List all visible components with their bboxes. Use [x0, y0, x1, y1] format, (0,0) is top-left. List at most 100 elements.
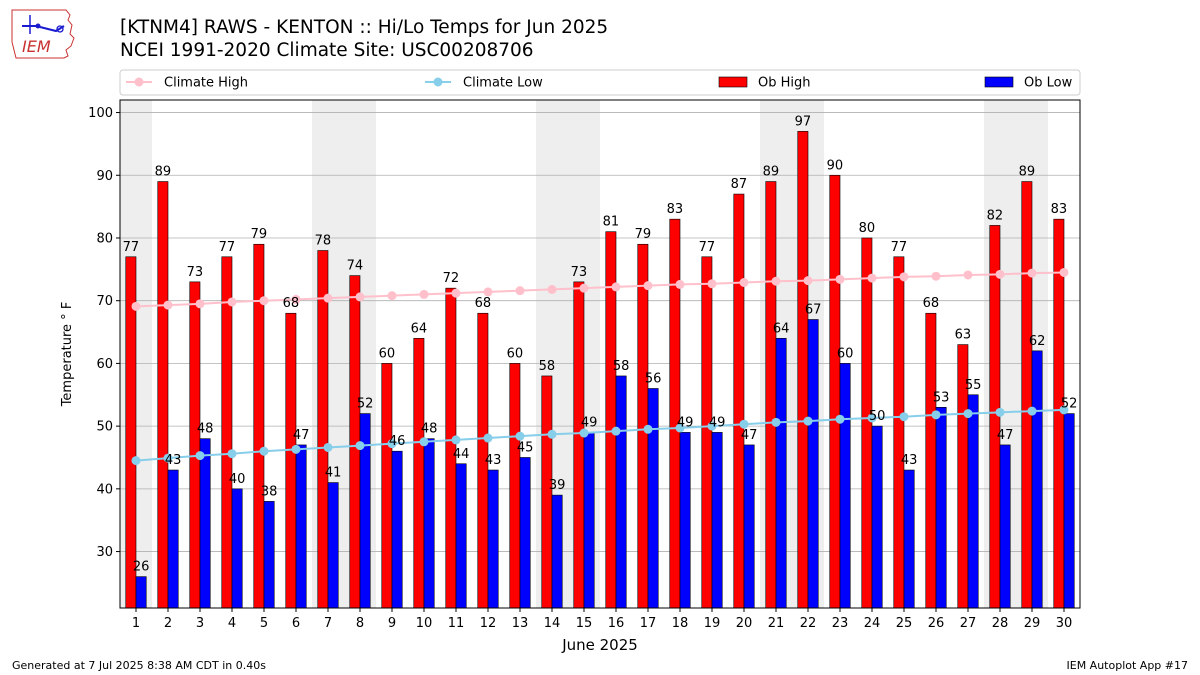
ob-low-label: 67 — [805, 303, 822, 318]
ob-high-bar — [413, 338, 425, 609]
x-tick-label: 3 — [196, 616, 204, 631]
climate-low-point — [771, 417, 781, 427]
ob-low-bar — [1031, 350, 1043, 609]
climate-low-point — [355, 441, 365, 451]
ob-high-bar — [157, 181, 169, 609]
ob-high-label: 77 — [123, 240, 140, 255]
iowa-outline — [11, 9, 75, 59]
ob-low-label: 56 — [645, 371, 662, 386]
climate-low-point — [259, 446, 269, 456]
ob-high-label: 83 — [667, 202, 684, 217]
legend-label: Climate High — [164, 76, 248, 91]
y-tick-label: 50 — [96, 420, 113, 435]
ob-low-label: 53 — [933, 390, 950, 405]
climate-lines — [131, 267, 1069, 466]
climate-low-point — [515, 431, 525, 441]
ob-high-bar — [317, 250, 329, 609]
climate-high-point — [675, 279, 685, 289]
plot-frame — [119, 99, 1081, 609]
ob-low-bar — [231, 488, 243, 609]
climate-low-point — [387, 439, 397, 449]
x-axis-label: June 2025 — [561, 636, 638, 654]
ob-high-bar — [509, 363, 521, 609]
climate-high-point — [515, 286, 525, 296]
chart-title: [KTNM4] RAWS - KENTON :: Hi/Lo Temps for… — [120, 17, 609, 38]
climate-high-point — [1027, 268, 1037, 278]
legend-bar-swatch — [718, 76, 748, 88]
ob-high-label: 90 — [827, 158, 844, 173]
y-tick-label: 60 — [96, 357, 113, 372]
climate-low-point — [803, 416, 813, 426]
ob-high-label: 78 — [315, 234, 332, 249]
x-tick-label: 24 — [864, 616, 881, 631]
ob-low-bar — [391, 450, 403, 609]
x-tick-label: 17 — [640, 616, 657, 631]
ob-low-bar — [775, 338, 787, 609]
ob-low-label: 60 — [837, 346, 854, 361]
ob-high-bar — [701, 256, 713, 609]
ob-high-label: 97 — [795, 114, 812, 129]
climate-low-point — [579, 428, 589, 438]
y-axis-label: Temperature ° F — [60, 302, 75, 408]
climate-low-point — [867, 413, 877, 423]
ob-high-bar — [733, 193, 745, 609]
ob-high-label: 89 — [1019, 165, 1036, 180]
y-tick-label: 40 — [96, 482, 113, 497]
ob-high-label: 77 — [699, 240, 716, 255]
ob-high-label: 63 — [955, 328, 972, 343]
ob-low-bar — [583, 432, 595, 609]
climate-high-point — [931, 271, 941, 281]
ob-low-label: 50 — [869, 409, 886, 424]
x-tick-label: 8 — [356, 616, 364, 631]
climate-high-point — [547, 284, 557, 294]
app-credit: IEM Autoplot App #17 — [1066, 659, 1189, 672]
logo-text: IEM — [22, 37, 51, 56]
x-tick-label: 20 — [736, 616, 753, 631]
generated-timestamp: Generated at 7 Jul 2025 8:38 AM CDT in 0… — [12, 659, 266, 672]
ob-high-label: 77 — [219, 240, 236, 255]
y-tick-label: 100 — [88, 106, 113, 121]
ob-low-label: 38 — [261, 484, 278, 499]
y-tick-label: 70 — [96, 294, 113, 309]
ob-high-label: 72 — [443, 271, 460, 286]
climate-high-point — [579, 283, 589, 293]
ob-high-label: 74 — [347, 259, 364, 274]
climate-low-point — [899, 412, 909, 422]
ob-high-label: 68 — [475, 296, 492, 311]
legend-marker — [433, 77, 443, 87]
ob-low-bar — [551, 494, 563, 609]
x-tick-label: 13 — [512, 616, 529, 631]
ob-low-label: 48 — [197, 422, 214, 437]
climate-high-point — [771, 276, 781, 286]
ob-low-bar — [167, 469, 179, 609]
ob-low-label: 49 — [709, 415, 726, 430]
x-tick-label: 18 — [672, 616, 689, 631]
ob-high-bar — [1021, 181, 1033, 609]
ob-high-label: 89 — [763, 165, 780, 180]
climate-low-point — [451, 435, 461, 445]
ob-low-bar — [871, 425, 883, 609]
ob-low-label: 52 — [1061, 397, 1078, 412]
x-tick-label: 14 — [544, 616, 561, 631]
ob-low-label: 64 — [773, 321, 790, 336]
ob-low-label: 52 — [357, 397, 374, 412]
ob-high-bar — [669, 218, 681, 609]
ob-high-bar — [797, 131, 809, 609]
climate-high-point — [227, 297, 237, 307]
climate-low-point — [739, 419, 749, 429]
x-tick-label: 4 — [228, 616, 236, 631]
x-tick-label: 16 — [608, 616, 625, 631]
ob-low-bar — [327, 482, 339, 609]
ob-low-label: 47 — [293, 428, 310, 443]
climate-high-point — [291, 294, 301, 304]
x-tick-label: 11 — [448, 616, 465, 631]
ob-low-label: 39 — [549, 478, 566, 493]
ob-low-bar — [295, 444, 307, 609]
climate-low-point — [931, 410, 941, 420]
x-tick-label: 2 — [164, 616, 172, 631]
temperature-chart: 7726894373487740793868477841745260466448… — [60, 69, 1081, 654]
climate-low-point — [611, 426, 621, 436]
ob-high-label: 81 — [603, 215, 620, 230]
ob-high-label: 73 — [571, 265, 588, 280]
